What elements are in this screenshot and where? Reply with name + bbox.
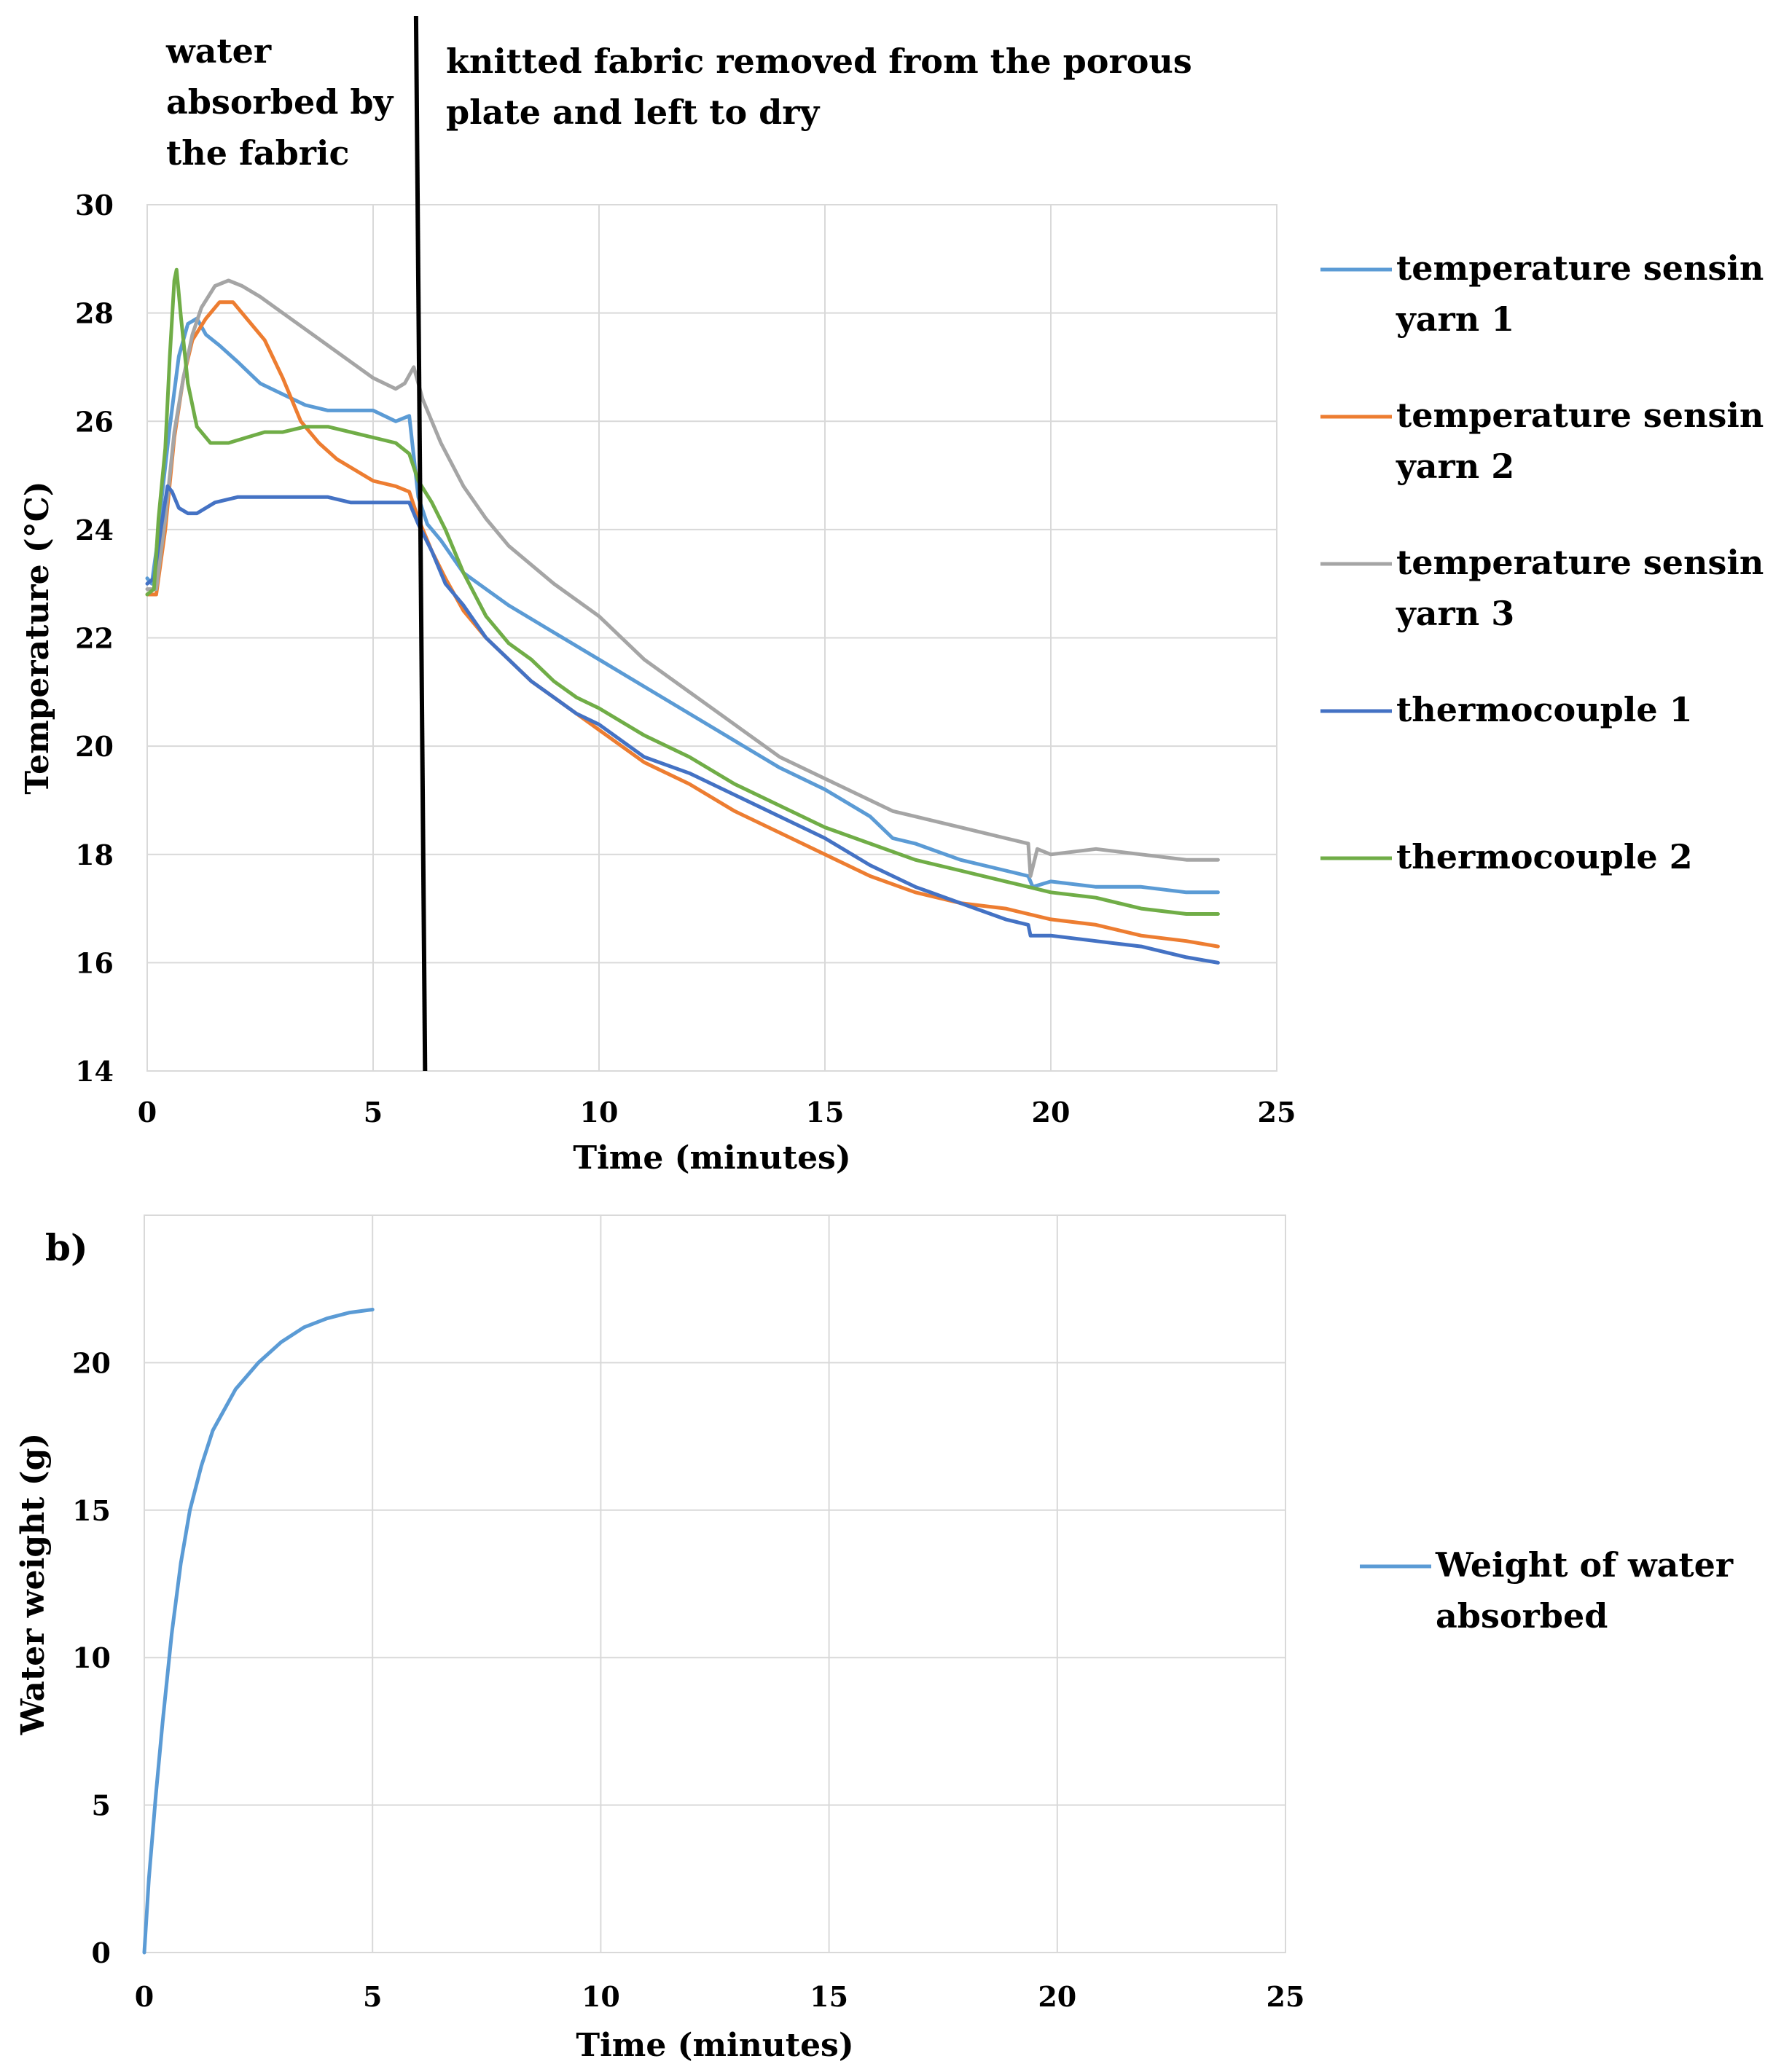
y-tick-label: 20 bbox=[72, 1346, 111, 1379]
water-weight-chart: 0 5 10 15 20 0 5 10 15 20 25 Time (minutes) Water we… bbox=[15, 1214, 1734, 2064]
x-tick-label: 15 bbox=[810, 1980, 848, 2013]
y-tick-label: 24 bbox=[75, 514, 114, 546]
legend-label: yarn 1 bbox=[1396, 299, 1514, 339]
series-line-1 bbox=[142, 1308, 375, 1955]
y-tick-label: 0 bbox=[92, 1936, 111, 1969]
legend-label: thermocouple 2 bbox=[1396, 837, 1693, 876]
series-line-3 bbox=[145, 278, 1220, 878]
x-tick-label: 10 bbox=[580, 1096, 619, 1129]
y-axis-label: Temperature (°C) bbox=[19, 481, 56, 794]
legend-label: thermocouple 1 bbox=[1396, 690, 1693, 729]
legend-label: temperature sensing bbox=[1396, 248, 1765, 288]
x-tick-label: 20 bbox=[1032, 1096, 1071, 1129]
x-tick-label: 5 bbox=[363, 1980, 382, 2013]
series-line-4 bbox=[145, 484, 1220, 965]
y-tick-label: 28 bbox=[75, 297, 114, 330]
y-tick-label: 16 bbox=[75, 946, 114, 979]
y-tick-label: 26 bbox=[75, 405, 114, 438]
x-tick-label: 10 bbox=[582, 1980, 620, 2013]
y-tick-label: 14 bbox=[75, 1055, 114, 1088]
x-tick-label: 0 bbox=[138, 1096, 157, 1129]
legend-label: temperature sensing bbox=[1396, 543, 1765, 582]
legend-label: absorbed bbox=[1436, 1596, 1608, 1636]
x-axis-label: Time (minutes) bbox=[576, 2027, 853, 2064]
y-tick-label: 18 bbox=[75, 839, 114, 871]
y-tick-label: 20 bbox=[75, 730, 114, 763]
legend-label: temperature sensing bbox=[1396, 396, 1765, 435]
series-line-5 bbox=[145, 267, 1220, 916]
x-tick-label: 20 bbox=[1038, 1980, 1076, 2013]
legend-label: yarn 3 bbox=[1396, 594, 1514, 633]
divider-line bbox=[413, 15, 428, 1072]
y-axis-label: Water weight (g) bbox=[15, 1433, 52, 1735]
y-tick-label: 30 bbox=[75, 189, 114, 221]
series-line-2 bbox=[145, 300, 1220, 949]
temperature-chart: 14 16 18 20 22 24 26 28 30 0 5 10 15 20 25 Time (minute… bbox=[19, 15, 1765, 1177]
legend-label: Weight of water bbox=[1435, 1545, 1734, 1585]
y-tick-label: 22 bbox=[75, 622, 114, 655]
y-tick-label: 10 bbox=[72, 1641, 111, 1674]
annotation-left-line: water bbox=[165, 31, 272, 71]
x-tick-label: 25 bbox=[1258, 1096, 1296, 1129]
annotation-left-line: the fabric bbox=[166, 133, 349, 173]
y-tick-label: 15 bbox=[72, 1494, 111, 1527]
annotation-right-line: plate and left to dry bbox=[446, 93, 821, 132]
annotation-right-line: knitted fabric removed from the porous bbox=[446, 42, 1192, 81]
annotation-left-line: absorbed by bbox=[166, 82, 394, 122]
panel-label: b) bbox=[45, 1226, 88, 1269]
x-tick-label: 5 bbox=[364, 1096, 383, 1129]
x-axis-label: Time (minutes) bbox=[573, 1139, 850, 1177]
x-tick-label: 15 bbox=[806, 1096, 845, 1129]
legend-label: yarn 2 bbox=[1396, 447, 1514, 486]
y-tick-label: 5 bbox=[92, 1789, 111, 1822]
x-tick-label: 25 bbox=[1267, 1980, 1305, 2013]
x-tick-label: 0 bbox=[135, 1980, 154, 2013]
